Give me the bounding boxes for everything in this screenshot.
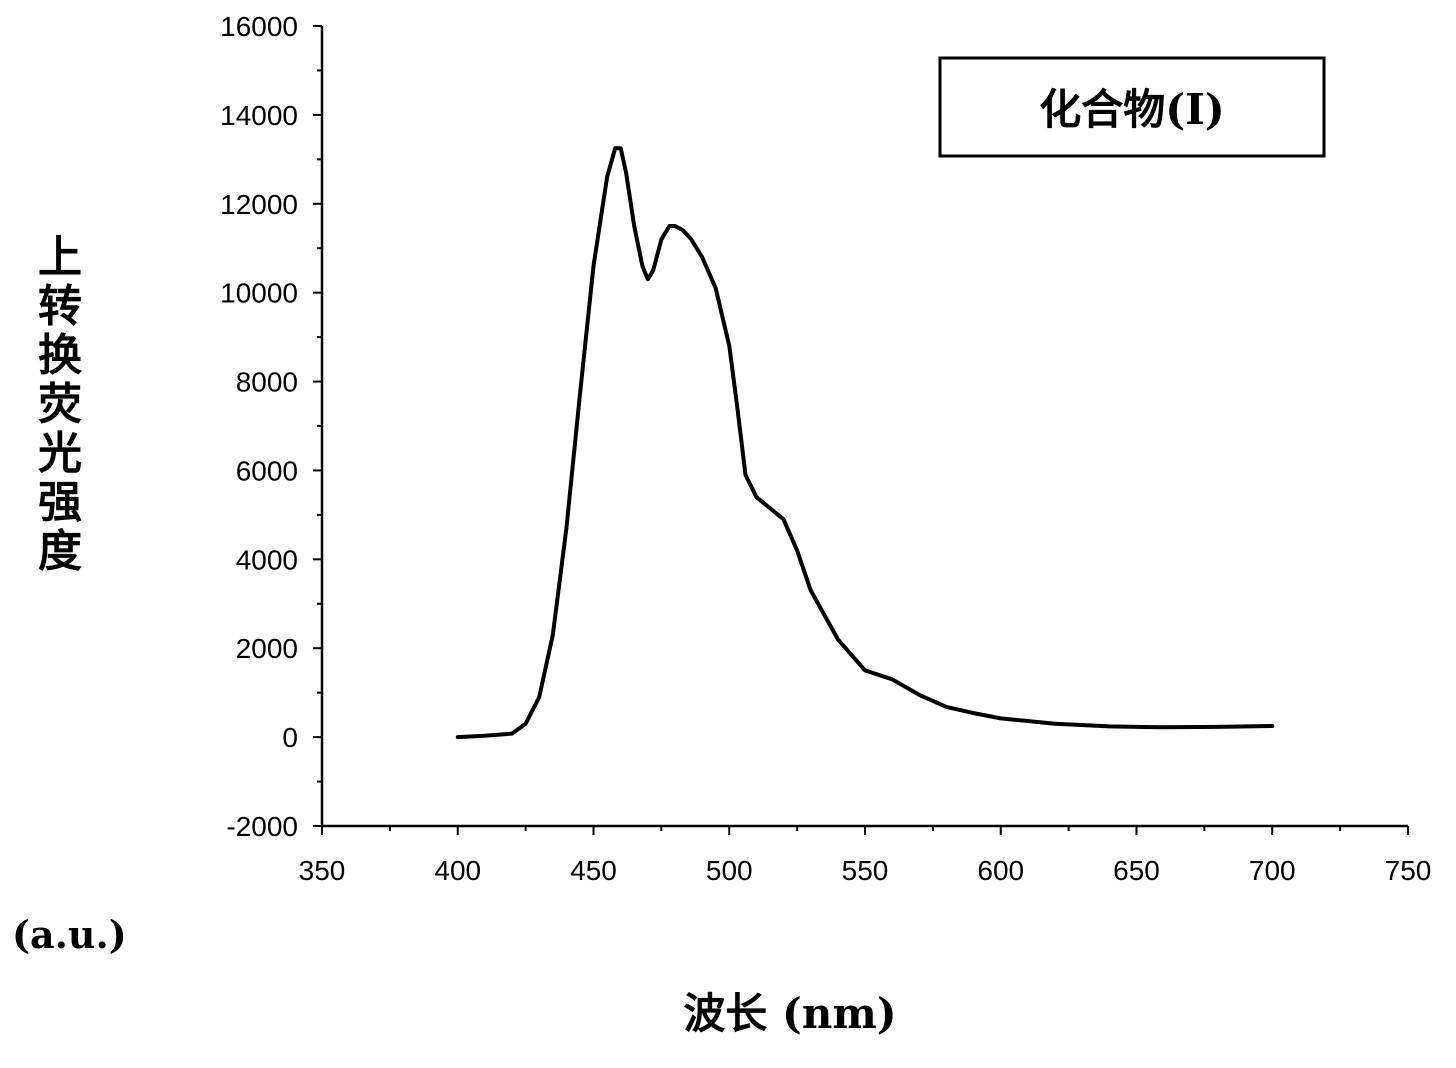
x-axis-label: 波长 (nm) <box>683 989 896 1038</box>
series-line <box>458 148 1273 737</box>
y-tick-label: 10000 <box>220 278 298 309</box>
x-tick-label: 550 <box>842 855 889 886</box>
x-tick-label: 450 <box>570 855 617 886</box>
y-tick-label: 8000 <box>236 367 298 398</box>
y-axis-label-char: 上 <box>38 232 82 283</box>
series-line-layer <box>458 148 1273 737</box>
y-tick-label: 0 <box>282 722 298 753</box>
y-tick-label: 4000 <box>236 544 298 575</box>
x-tick-label: 350 <box>299 855 346 886</box>
y-axis-label-char: 光 <box>38 428 82 479</box>
y-tick-label: -2000 <box>226 811 298 842</box>
y-tick-label: 6000 <box>236 455 298 486</box>
y-axis-label-char: 强 <box>38 477 82 528</box>
y-axis-label-char: 度 <box>38 526 82 577</box>
x-tick-label: 600 <box>977 855 1024 886</box>
x-tick-label: 750 <box>1385 855 1432 886</box>
y-axis-unit: (a.u.) <box>12 912 127 957</box>
y-tick-label: 2000 <box>236 633 298 664</box>
y-axis-label-char: 荧 <box>38 379 82 430</box>
y-axis-label-group: 上转换荧光强度 <box>38 232 82 577</box>
x-tick-label: 700 <box>1249 855 1296 886</box>
x-tick-label: 650 <box>1113 855 1160 886</box>
x-tick-label: 500 <box>706 855 753 886</box>
y-tick-label: 12000 <box>220 189 298 220</box>
y-tick-label: 14000 <box>220 100 298 131</box>
legend-label: 化合物(Ⅰ) <box>1039 85 1224 134</box>
y-axis-label-char: 转 <box>38 281 82 332</box>
y-tick-label: 16000 <box>220 11 298 42</box>
x-tick-label: 400 <box>434 855 481 886</box>
y-axis-label-char: 换 <box>38 330 82 381</box>
